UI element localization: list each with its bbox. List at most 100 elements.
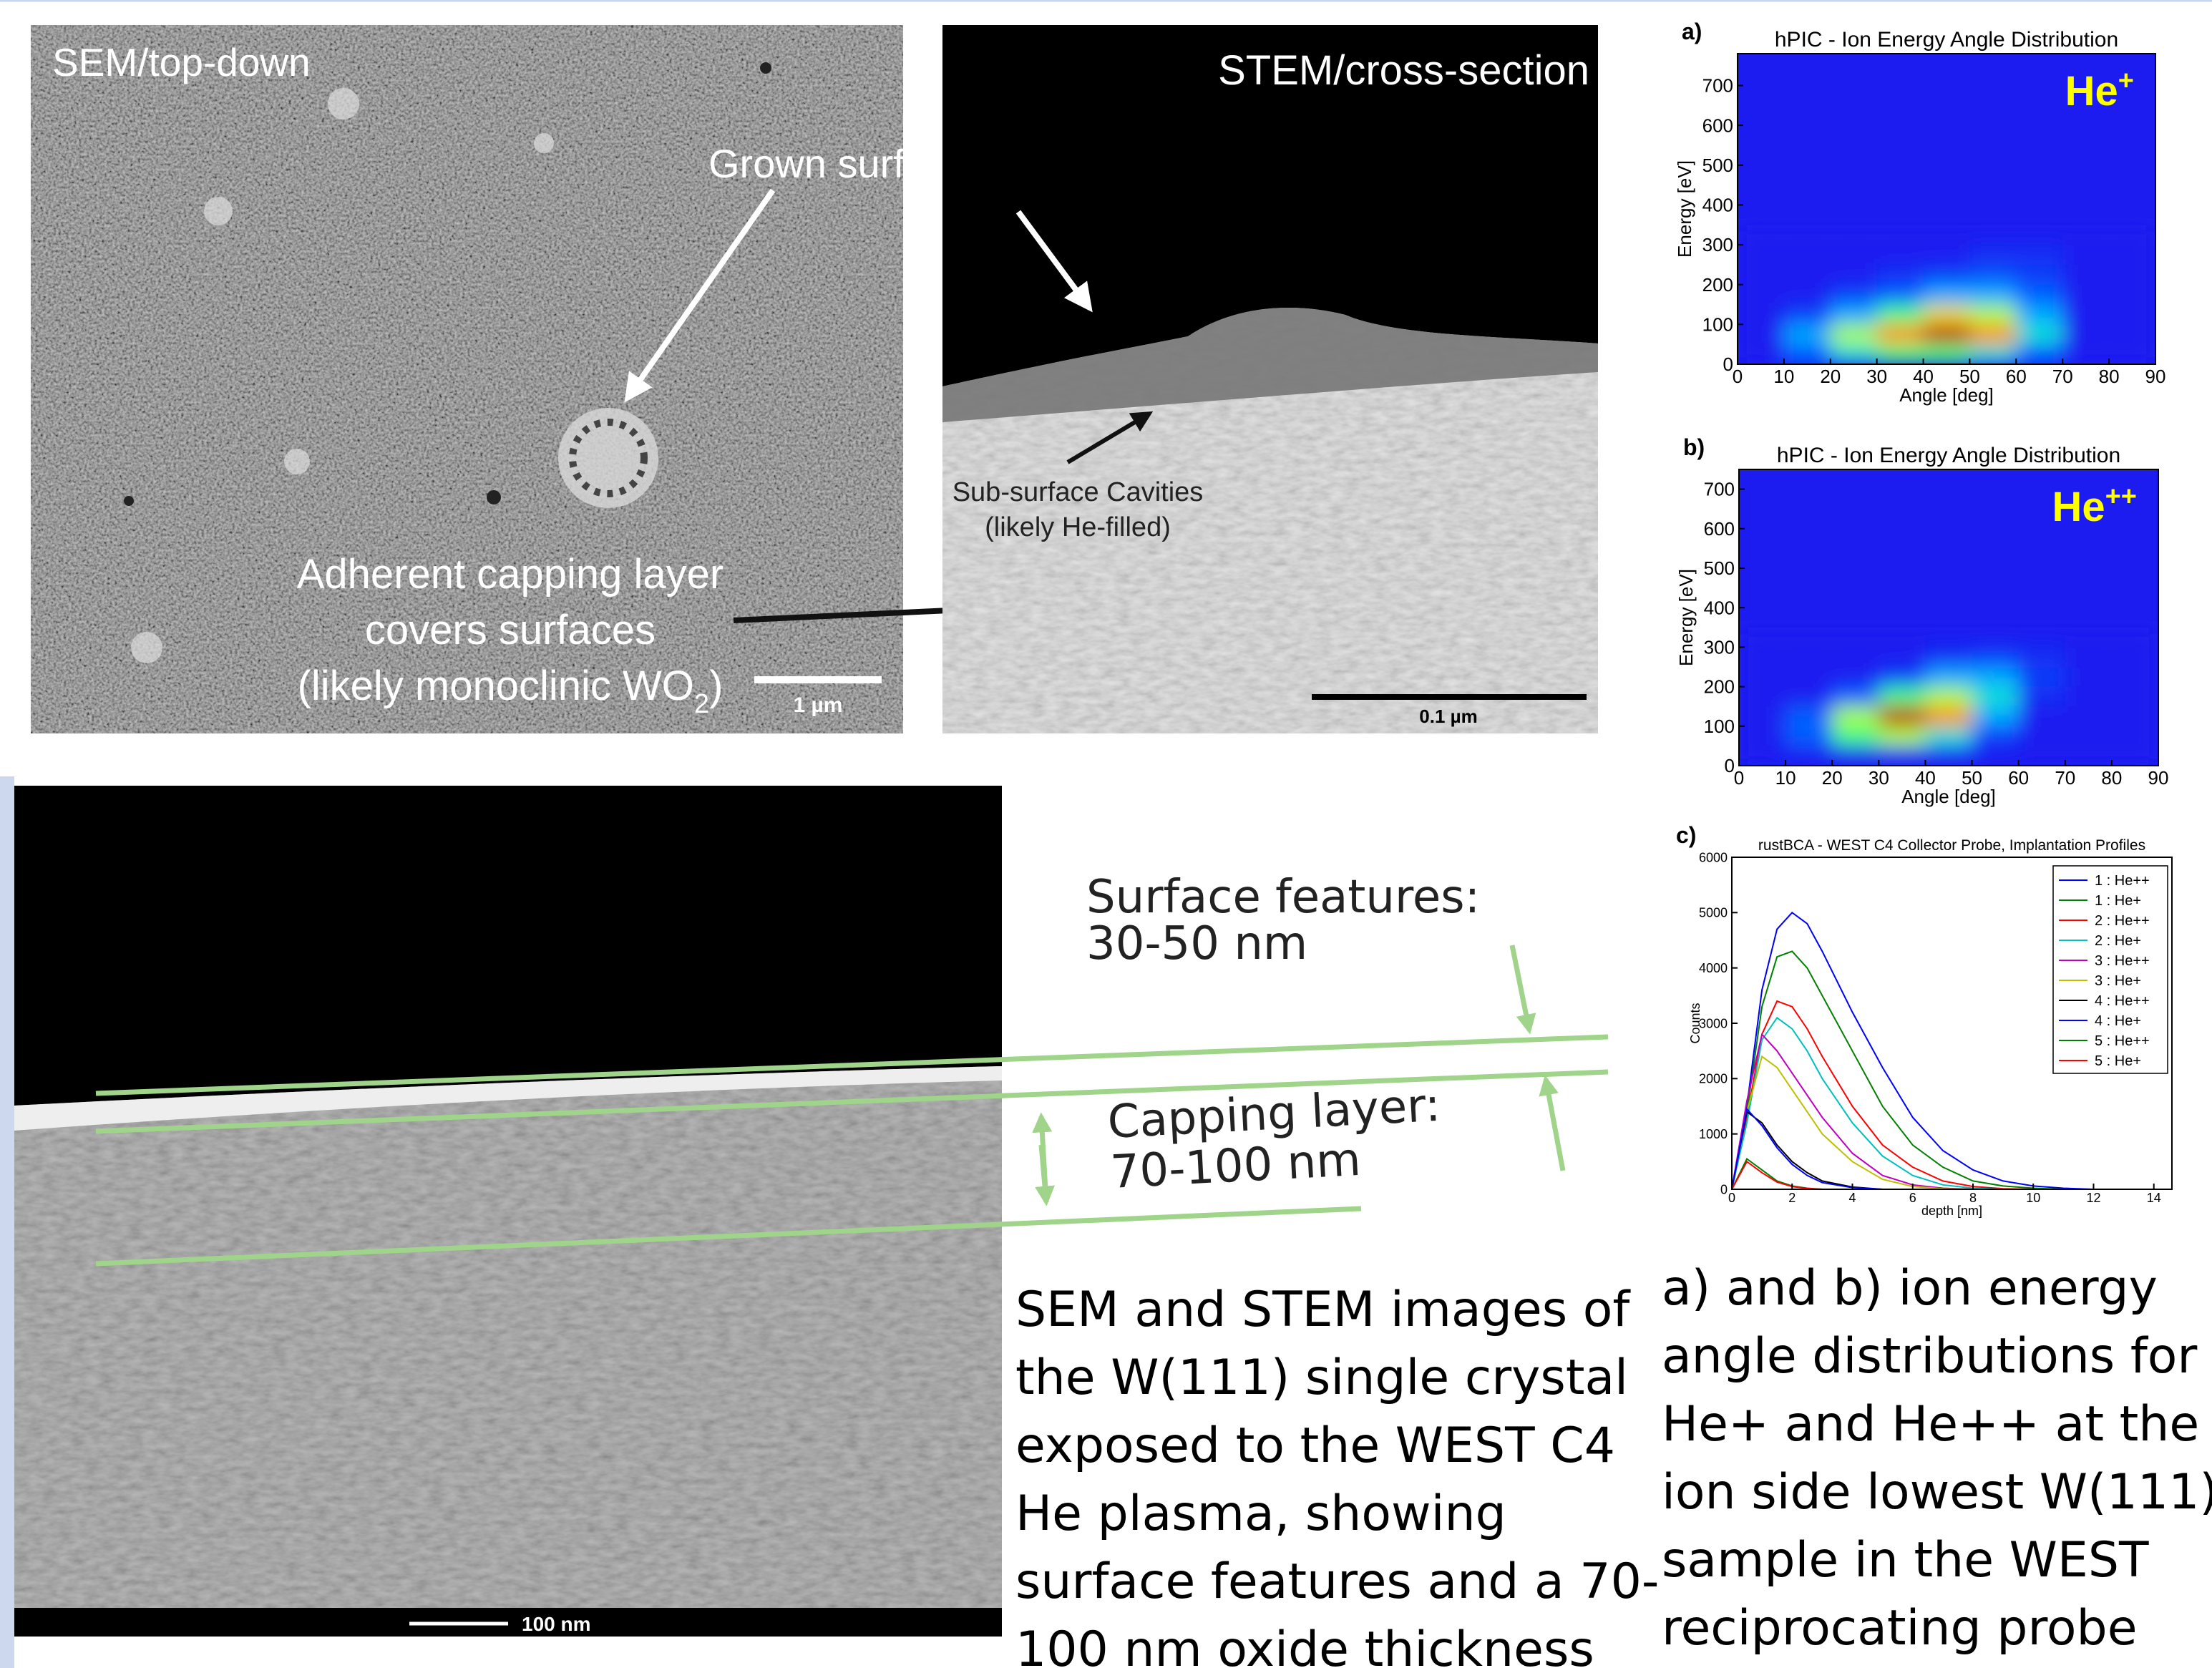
annotation: covers surfaces (365, 607, 656, 653)
heatmap-cell (2112, 647, 2158, 667)
heatmap-cell (1924, 305, 1970, 325)
heatmap-cell (2062, 225, 2109, 245)
heatmap-cell (2065, 687, 2112, 707)
heatmap-cell (1877, 265, 1924, 285)
heatmap-cell (1969, 344, 2016, 364)
heatmap-cells (1738, 225, 2155, 364)
arrow (1512, 945, 1529, 1030)
x-tick-label: 60 (2008, 767, 2029, 789)
vacuum (14, 786, 1002, 1106)
annotation: 30-50 nm (1086, 917, 1307, 970)
heatmap-cell (2065, 628, 2112, 648)
sem-feature (534, 133, 554, 153)
heatmap-cell (1785, 628, 1832, 648)
sem-feature (328, 88, 359, 120)
heatmap-cell (1739, 687, 1785, 707)
data-line (1732, 1001, 2093, 1189)
heatmap-cell (1972, 667, 2019, 687)
heatmap-cell (2016, 305, 2062, 325)
heatmap-cell (1879, 706, 1925, 726)
heatmap-cell (1832, 687, 1879, 707)
x-tick-label: 80 (2099, 366, 2120, 387)
heatmap-cell (1738, 245, 1784, 265)
y-tick-label: 0 (1723, 353, 1733, 375)
caption-line: surface features and a 70- (1015, 1554, 1659, 1610)
heatmap-cell (2112, 628, 2158, 648)
data-line (1732, 1034, 2093, 1189)
heatmap-cell (2016, 225, 2062, 245)
slide: SEM/top-down Grown surface features Adhe… (0, 0, 2212, 1668)
annotation-sup: + (2118, 66, 2134, 96)
heatmap-cell (1785, 706, 1832, 726)
heatmap-cell (2065, 706, 2112, 726)
heatmap-cell (1879, 726, 1925, 746)
heatmap-cell (1784, 305, 1831, 325)
heatmap-cell (2062, 324, 2109, 344)
caption-line: sample in the WEST (1662, 1532, 2149, 1589)
y-tick-label: 500 (1702, 155, 1733, 176)
annotation: Adherent capping layer (297, 551, 724, 598)
heatmap-cell (1925, 726, 1972, 746)
scale-label: 1 µm (794, 693, 843, 717)
heatmap-cell (2112, 667, 2158, 687)
heatmap-cell (2109, 324, 2155, 344)
chart: He+0102030405060708090010020030040050060… (1674, 19, 2184, 406)
x-tick-label: 14 (2147, 1191, 2161, 1205)
heatmap-cell (1831, 344, 1877, 364)
heatmap-cell (1784, 265, 1831, 285)
x-tick-label: 80 (2101, 767, 2122, 789)
heatmap-cell (2062, 285, 2109, 305)
heatmap-cell (2062, 305, 2109, 325)
heatmap-cell (1879, 647, 1925, 667)
chart-title: hPIC - Ion Energy Angle Distribution (1777, 444, 2120, 467)
formula: (likely monoclinic WO (298, 663, 694, 709)
heatmap-cell (1924, 324, 1970, 344)
caption-line: He+ and He++ at the (1662, 1396, 2199, 1453)
y-tick-label: 100 (1704, 716, 1735, 737)
data-line (1732, 951, 2093, 1189)
y-tick-label: 700 (1702, 75, 1733, 97)
heatmap-cell (2112, 687, 2158, 707)
heatmap-cell (2019, 687, 2065, 707)
x-tick-label: 6 (1909, 1191, 1916, 1205)
caption-line: He plasma, showing (1015, 1486, 1506, 1542)
heatmap-cell (1785, 746, 1832, 766)
y-tick-label: 600 (1702, 114, 1733, 136)
heatmap-cell (2109, 265, 2155, 285)
heatmap-cell (1739, 667, 1785, 687)
heatmap-cell (1925, 628, 1972, 648)
y-tick-label: 500 (1704, 557, 1735, 579)
heatmap-cells (1739, 628, 2158, 766)
y-tick-label: 0 (1725, 755, 1735, 776)
heatmap-cell (1925, 647, 1972, 667)
heatmap-cell (1784, 245, 1831, 265)
caption-line: angle distributions for (1662, 1328, 2197, 1385)
heatmap-cell (1738, 344, 1784, 364)
heatmap-cell (2019, 667, 2065, 687)
heatmap-cell (2109, 245, 2155, 265)
heatmap-cell (1925, 667, 1972, 687)
sem-pore (760, 62, 771, 74)
heatmap-cell (2065, 667, 2112, 687)
y-tick-label: 400 (1704, 597, 1735, 618)
x-tick-label: 90 (2148, 767, 2169, 789)
legend-label: 4 : He++ (2095, 993, 2150, 1009)
heatmap-cell (1738, 305, 1784, 325)
panel-label: b) (1683, 434, 1705, 460)
y-tick-label: 700 (1704, 479, 1735, 500)
side-strip (0, 776, 14, 1668)
y-axis-label: Energy [eV] (1675, 569, 1697, 666)
heatmap-cell (1969, 245, 2016, 265)
annotation-text: He (2052, 484, 2105, 530)
panel-label: c) (1676, 822, 1696, 848)
y-tick-label: 400 (1702, 195, 1733, 216)
legend-label: 1 : He++ (2095, 873, 2150, 889)
heatmap-cell (1925, 706, 1972, 726)
heatmap-cell (1831, 225, 1877, 245)
caption-line: reciprocating probe (1662, 1600, 2138, 1657)
heatmap-cell (1738, 265, 1784, 285)
x-tick-label: 20 (1822, 767, 1843, 789)
y-tick-label: 200 (1704, 676, 1735, 698)
annotation: Surface features: (1086, 871, 1480, 924)
heatmap-cell (1925, 687, 1972, 707)
